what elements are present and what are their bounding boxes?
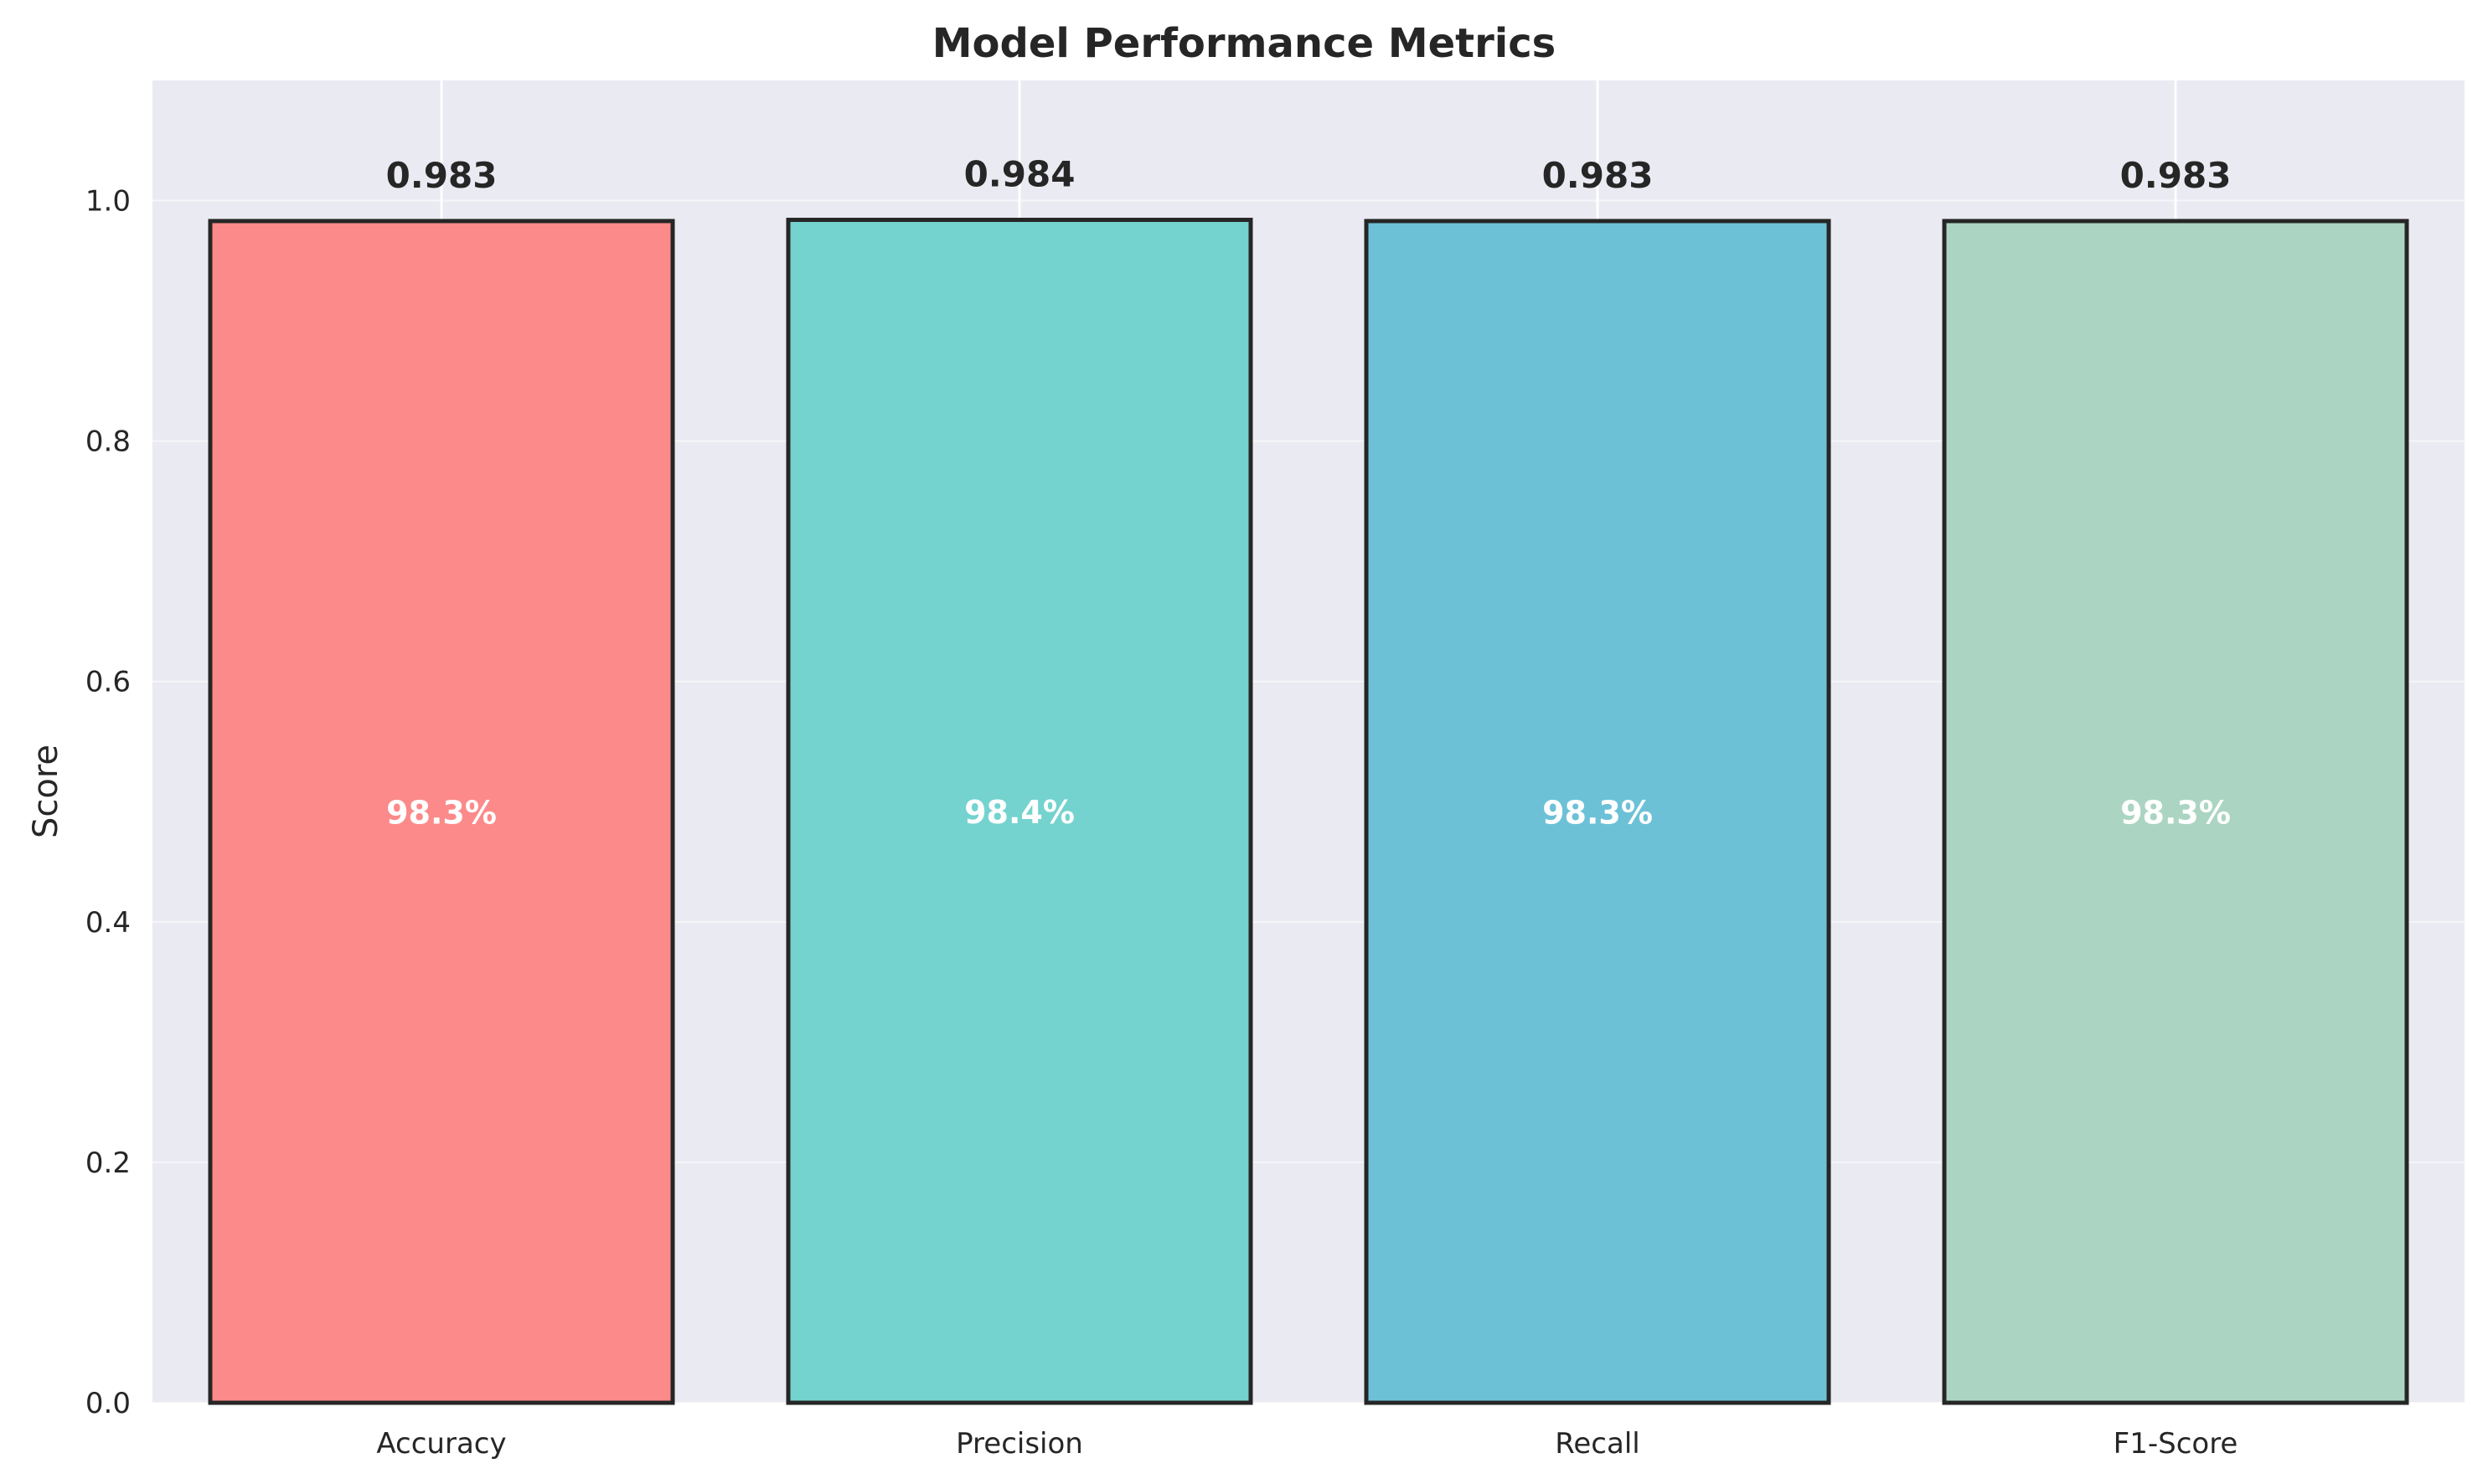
x-axis-ticks: Accuracy Precision Recall F1-Score xyxy=(376,1427,2238,1461)
bar-recall xyxy=(1364,219,1831,1405)
bar-value-label: 0.983 xyxy=(1542,155,1654,196)
y-axis-ticks: 0.0 0.2 0.4 0.6 0.8 1.0 xyxy=(85,185,131,1420)
x-tick-label: Precision xyxy=(956,1427,1083,1461)
bar-percent-label: 98.4% xyxy=(964,794,1075,831)
x-tick-label: Recall xyxy=(1555,1427,1639,1461)
y-tick-label: 1.0 xyxy=(85,185,131,219)
bar-percent-label: 98.3% xyxy=(2120,794,2231,831)
y-axis-label: Score xyxy=(27,745,65,838)
y-tick-label: 0.8 xyxy=(85,425,131,459)
y-tick-label: 0.2 xyxy=(85,1146,131,1180)
data-labels: 0.983 98.3% 0.984 98.4% 0.983 98.3% 0.983 98.3% xyxy=(386,154,2232,832)
x-tick-label: Accuracy xyxy=(376,1427,506,1461)
y-tick-label: 0.0 xyxy=(85,1387,131,1420)
bar-accuracy xyxy=(208,219,675,1405)
bar-precision xyxy=(786,218,1253,1405)
x-tick-label: F1-Score xyxy=(2114,1427,2238,1461)
chart-title: Model Performance Metrics xyxy=(932,20,1556,67)
bar-percent-label: 98.3% xyxy=(386,794,497,831)
bar-value-label: 0.983 xyxy=(2120,155,2232,196)
y-tick-label: 0.6 xyxy=(85,666,131,699)
bar-value-label: 0.984 xyxy=(964,154,1076,195)
bar-value-label: 0.983 xyxy=(386,155,498,196)
bar-f1-score xyxy=(1942,219,2409,1405)
bar-percent-label: 98.3% xyxy=(1542,794,1653,831)
y-tick-label: 0.4 xyxy=(85,906,131,940)
bars xyxy=(208,218,2409,1405)
